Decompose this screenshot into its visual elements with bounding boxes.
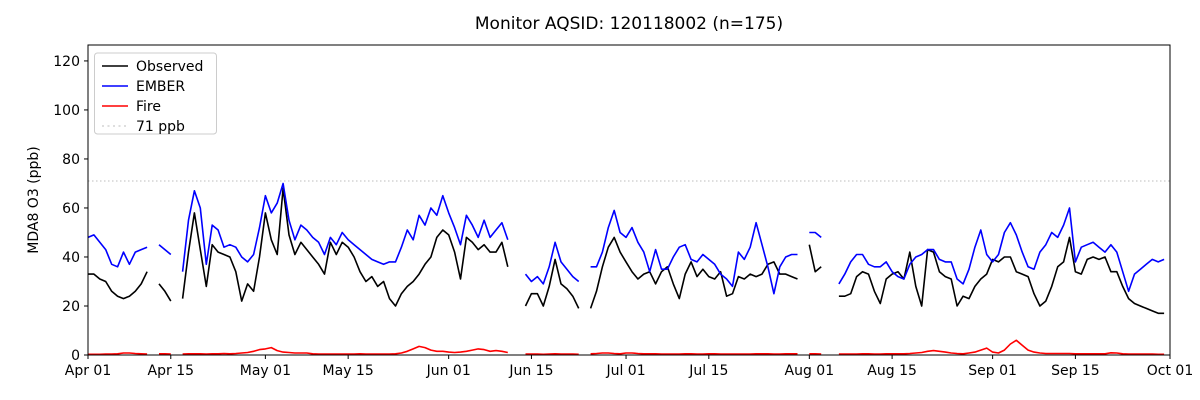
y-tick-label: 100: [53, 103, 80, 119]
legend-box: [94, 52, 217, 135]
x-axis: Apr 01 Apr 15 May 01 May 15 Jun 01 Jun 15 Jul …: [65, 355, 1193, 379]
plot-border: [87, 44, 1171, 356]
x-tick-label: Sep 01: [968, 363, 1017, 379]
x-tick-label: Sep 15: [1051, 363, 1100, 379]
y-tick-label: 0: [71, 348, 80, 364]
y-tick-label: 120: [53, 54, 80, 70]
plot-area: 0 20 40 60 80 100 120 Apr 01 Apr 15 May 01 May 15 J…: [53, 44, 1193, 379]
y-tick-label: 80: [62, 152, 80, 168]
x-tick-label: Apr 15: [148, 363, 194, 379]
x-tick-label: Jun 15: [508, 363, 553, 379]
x-tick-label: Jul 15: [688, 363, 728, 379]
chart-title: Monitor AQSID: 120118002 (n=175): [475, 14, 783, 34]
x-tick-label: Jul 01: [605, 363, 645, 379]
legend-label-71-ppb: 71 ppb: [136, 119, 185, 135]
legend-label-fire: Fire: [136, 99, 161, 115]
y-tick-label: 20: [62, 299, 80, 315]
y-tick-label: 40: [62, 250, 80, 266]
series-line-ember: [87, 182, 1165, 295]
x-tick-label: Oct 01: [1147, 363, 1193, 379]
series-line-observed: [88, 187, 1165, 315]
series-line-fire: [88, 339, 1165, 356]
legend: Observed EMBER Fire 71 ppb: [94, 52, 217, 135]
legend-label-observed: Observed: [136, 59, 203, 75]
y-axis-label: MDA8 O3 (ppb): [26, 146, 42, 254]
x-tick-label: May 01: [240, 363, 291, 379]
x-tick-label: Apr 01: [65, 363, 111, 379]
y-axis: 0 20 40 60 80 100 120: [53, 54, 88, 364]
x-tick-label: Jun 01: [426, 363, 471, 379]
y-tick-label: 60: [62, 201, 80, 217]
legend-label-ember: EMBER: [136, 79, 185, 95]
x-tick-label: Aug 01: [785, 363, 835, 379]
x-tick-label: Aug 15: [867, 363, 917, 379]
x-tick-label: May 15: [323, 363, 374, 379]
